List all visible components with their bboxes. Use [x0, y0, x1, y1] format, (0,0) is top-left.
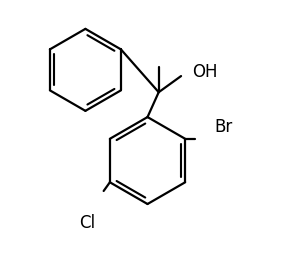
- Text: Br: Br: [214, 118, 233, 136]
- Text: Cl: Cl: [79, 214, 95, 232]
- Text: OH: OH: [192, 63, 218, 81]
